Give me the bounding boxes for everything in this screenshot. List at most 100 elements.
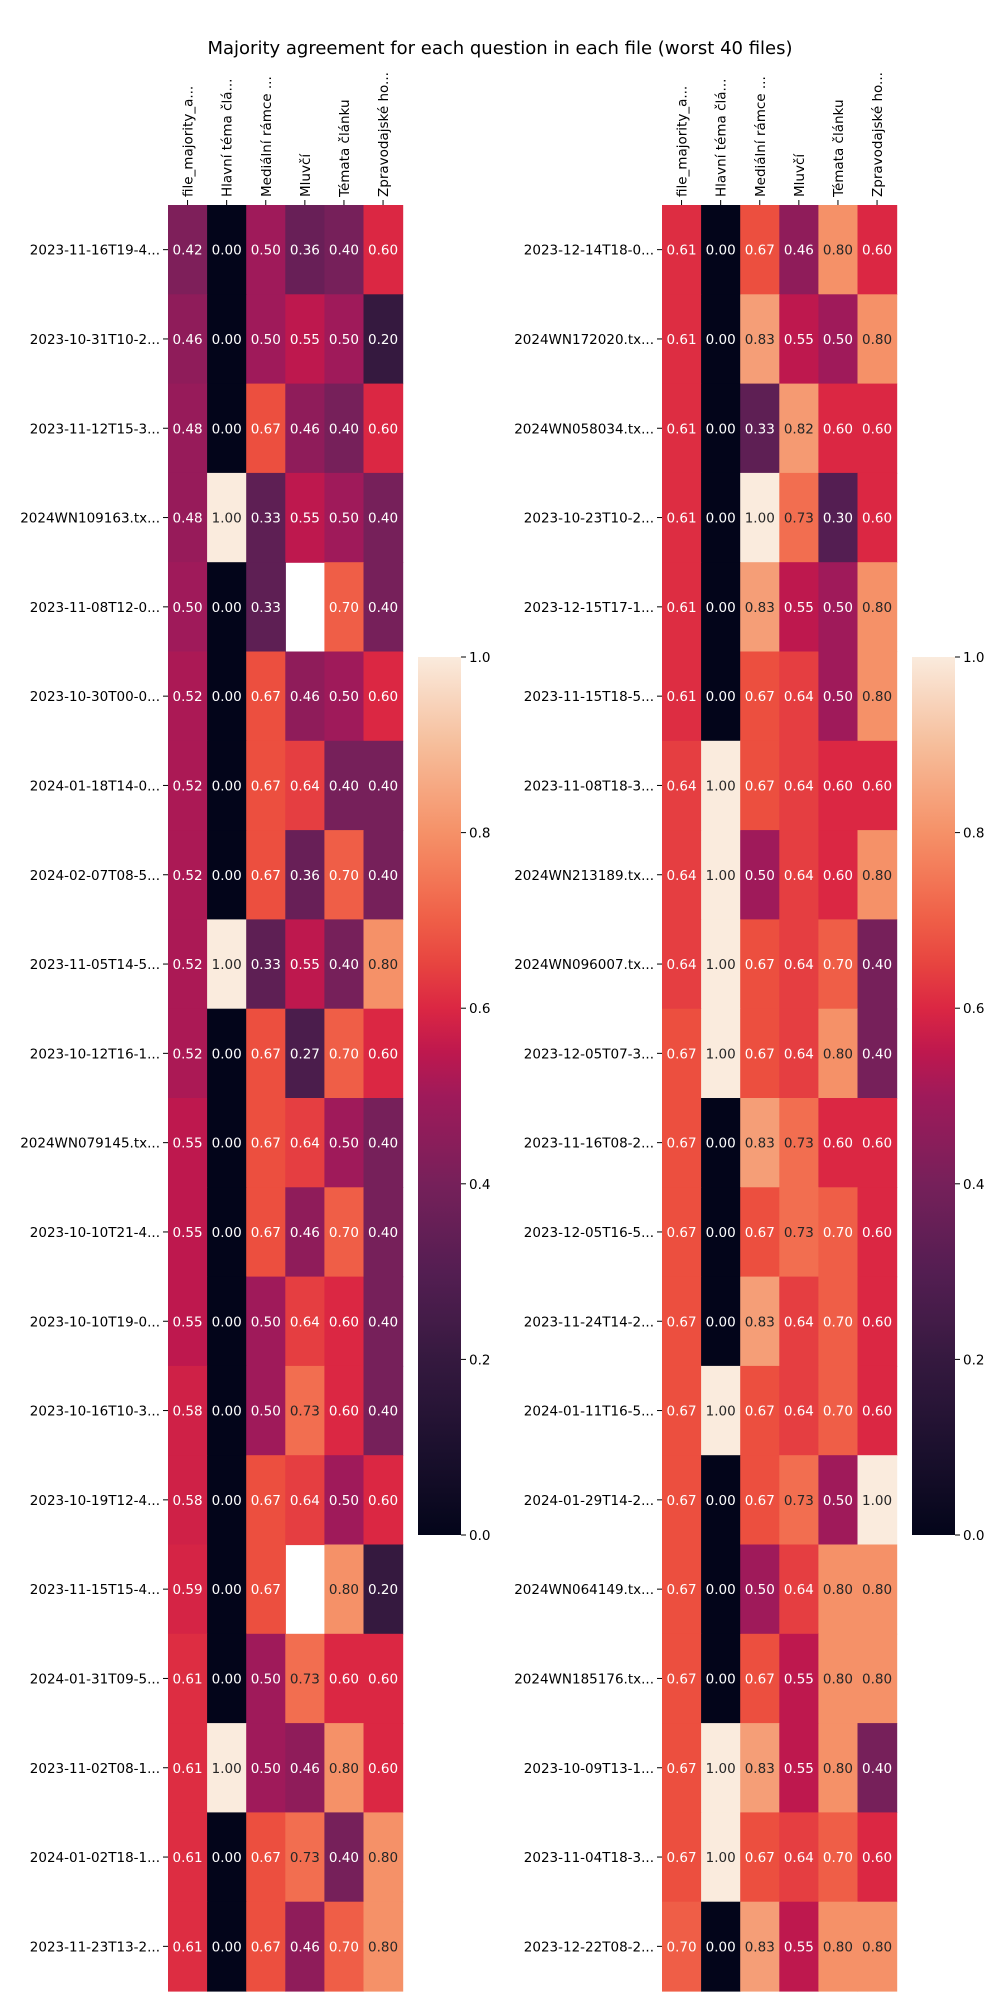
cell-value-label: 0.00 [706, 243, 736, 259]
colorbar-tick-label: 0.2 [469, 1352, 490, 1368]
heatmap-cell [662, 1544, 702, 1635]
heatmap-cell [740, 919, 780, 1010]
row-label: 2024WN185176.tx... [514, 1671, 654, 1687]
heatmap-cell [363, 205, 404, 295]
heatmap-cell [818, 919, 859, 1010]
cell-value-label: 0.50 [251, 1404, 281, 1420]
heatmap-cell [740, 1098, 780, 1188]
heatmap-cell [857, 830, 898, 920]
cell-value-label: 1.00 [706, 1761, 736, 1777]
cell-value-label: 0.80 [823, 243, 853, 259]
heatmap-cell [246, 651, 286, 742]
heatmap-cell [662, 1098, 702, 1188]
cell-value-label: 0.73 [290, 1671, 320, 1687]
heatmap-cell [857, 919, 898, 1010]
cell-value-label: 0.00 [212, 243, 242, 259]
cell-value-label: 0.80 [862, 868, 892, 884]
heatmap-cell [662, 562, 702, 653]
heatmap-cell [324, 1008, 365, 1099]
heatmap-cell [246, 830, 286, 920]
cell-value-label: 0.82 [784, 421, 814, 437]
row-label: 2023-11-08T18-3... [524, 778, 654, 794]
heatmap-cell [363, 740, 404, 831]
colorbar [418, 657, 461, 1535]
cell-value-label: 0.00 [212, 1939, 242, 1955]
cell-value-label: 0.55 [290, 332, 320, 348]
cell-value-label: 0.67 [251, 868, 281, 884]
heatmap-cell [857, 1723, 898, 1813]
heatmap-cell [662, 1812, 702, 1903]
cell-value-label: 0.61 [667, 511, 697, 527]
cell-value-label: 0.70 [823, 1404, 853, 1420]
cell-value-label: 0.67 [745, 778, 775, 794]
column-label: file_majority_a... [675, 86, 691, 197]
heatmap-cell [363, 472, 404, 563]
heatmap-cell [701, 383, 741, 474]
heatmap-cell [324, 294, 365, 385]
heatmap-cell [246, 919, 286, 1010]
heatmap-cell [701, 1633, 741, 1724]
heatmap-cell [779, 1187, 819, 1278]
column-label: file_majority_a... [181, 86, 197, 197]
cell-value-label: 0.67 [667, 1493, 697, 1509]
heatmap-cell [324, 1187, 365, 1278]
cell-value-label: 0.80 [329, 1582, 359, 1598]
heatmap-cell [168, 1365, 208, 1456]
heatmap-cell [818, 205, 859, 295]
cell-value-label: 0.64 [784, 778, 814, 794]
row-label: 2023-10-12T16-1... [30, 1046, 160, 1062]
cell-value-label: 0.60 [368, 1046, 398, 1062]
heatmap-cell [857, 740, 898, 831]
heatmap-cell [740, 1633, 780, 1724]
cell-value-label: 0.67 [745, 1493, 775, 1509]
heatmap-cell [285, 1365, 325, 1456]
heatmap-cell [207, 830, 247, 920]
heatmap-cell [662, 472, 702, 563]
heatmap-cell [363, 383, 404, 474]
heatmap-cell [207, 294, 247, 385]
cell-value-label: 0.60 [368, 1761, 398, 1777]
heatmap-cell [740, 294, 780, 385]
cell-value-label: 0.50 [251, 1314, 281, 1330]
cell-value-label: 0.40 [368, 1225, 398, 1241]
heatmap-cell [779, 830, 819, 920]
heatmap-cell [818, 1633, 859, 1724]
cell-value-label: 0.00 [212, 1671, 242, 1687]
heatmap-cell [740, 205, 780, 295]
colorbar-tick-label: 0.4 [963, 1177, 984, 1193]
heatmap-cell [246, 1812, 286, 1903]
heatmap-cell [818, 1901, 859, 1992]
cell-value-label: 0.40 [368, 1136, 398, 1152]
cell-value-label: 0.64 [784, 1314, 814, 1330]
cell-value-label: 0.46 [290, 1761, 320, 1777]
cell-value-label: 0.67 [745, 689, 775, 705]
heatmap-cell [324, 1098, 365, 1188]
column-label: Mluvčí [792, 153, 808, 197]
cell-value-label: 0.73 [784, 511, 814, 527]
cell-value-label: 0.67 [667, 1314, 697, 1330]
heatmap-cell [857, 1365, 898, 1456]
row-label: 2023-10-31T10-2... [30, 332, 160, 348]
column-label: Témata článku [831, 100, 847, 199]
cell-value-label: 0.67 [745, 1404, 775, 1420]
heatmap-cell [363, 294, 404, 385]
heatmap-cell [324, 562, 365, 653]
row-label: 2024WN064149.tx... [514, 1582, 654, 1598]
heatmap-cell [324, 1723, 365, 1813]
heatmap-cell [662, 651, 702, 742]
heatmap-cell [818, 1365, 859, 1456]
heatmap-cell [324, 383, 365, 474]
cell-value-label: 0.64 [784, 1046, 814, 1062]
column-label: Hlavní téma člá... [220, 79, 236, 197]
heatmap-cell [246, 1544, 286, 1635]
cell-value-label: 0.00 [706, 1493, 736, 1509]
heatmap-cell [818, 1544, 859, 1635]
row-label: 2024-01-02T18-1... [30, 1850, 160, 1866]
cell-value-label: 0.00 [706, 332, 736, 348]
heatmap-cell [207, 740, 247, 831]
cell-value-label: 0.67 [667, 1671, 697, 1687]
cell-value-label: 0.80 [368, 1939, 398, 1955]
cell-value-label: 0.00 [212, 689, 242, 705]
cell-value-label: 0.64 [784, 1404, 814, 1420]
